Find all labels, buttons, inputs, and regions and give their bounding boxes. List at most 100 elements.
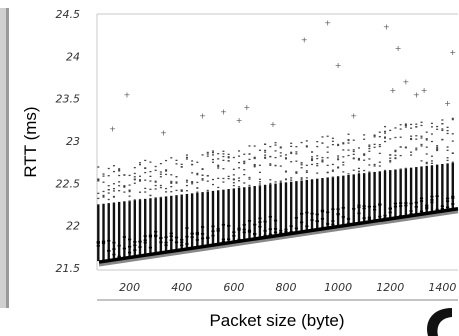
data-point-column [274, 183, 277, 237]
data-point [96, 245, 100, 247]
data-point [347, 133, 350, 135]
data-point [315, 220, 319, 222]
data-point [410, 123, 413, 126]
data-point-column [248, 186, 251, 240]
data-point-column [253, 186, 256, 240]
data-point [373, 165, 376, 167]
data-point [216, 228, 220, 230]
data-point [425, 153, 428, 155]
outlier-point: + [236, 116, 243, 125]
data-point [415, 147, 418, 149]
data-point-column [170, 195, 173, 251]
data-point [451, 161, 454, 163]
data-point [436, 128, 439, 130]
data-point [384, 137, 387, 139]
data-point-column [399, 168, 402, 219]
data-point-column [368, 172, 371, 223]
data-point [258, 178, 261, 180]
data-point [425, 206, 429, 208]
data-point [430, 122, 433, 125]
data-point [404, 126, 407, 128]
data-point [237, 229, 241, 231]
data-point [165, 169, 168, 171]
data-point-column [138, 199, 142, 256]
data-point [445, 206, 450, 209]
data-point [222, 177, 225, 180]
data-point [425, 138, 428, 140]
outlier-point: + [160, 129, 167, 138]
data-point [149, 161, 152, 163]
data-point-column [201, 192, 204, 247]
data-point [227, 225, 231, 227]
data-point [372, 208, 377, 211]
data-point [149, 170, 152, 173]
data-point [206, 175, 209, 177]
data-point [180, 190, 183, 192]
data-point [122, 247, 126, 250]
data-point [430, 195, 434, 198]
data-point [253, 145, 256, 147]
data-point [107, 239, 111, 242]
data-point-column [378, 171, 382, 222]
data-point [101, 242, 106, 245]
data-point [389, 161, 392, 163]
data-point [384, 136, 387, 138]
data-point [368, 145, 371, 148]
data-point [440, 205, 444, 207]
data-point [446, 146, 449, 148]
data-point [248, 184, 251, 187]
data-point [316, 172, 319, 174]
data-point [393, 202, 398, 205]
data-point [133, 244, 137, 247]
data-point [321, 161, 324, 163]
data-point [347, 154, 350, 157]
data-point [347, 139, 350, 141]
data-point [263, 230, 267, 232]
data-point [222, 159, 225, 162]
data-point [263, 234, 267, 237]
left-frame-bar [0, 8, 6, 308]
data-point-column [336, 176, 340, 228]
data-point [191, 160, 194, 162]
data-point [295, 160, 298, 162]
data-point [378, 165, 381, 167]
outlier-point: + [324, 18, 331, 27]
data-point [112, 165, 115, 167]
data-point [300, 178, 303, 180]
data-point [206, 153, 209, 155]
data-point [430, 126, 433, 128]
data-point [274, 181, 277, 183]
data-point [248, 145, 251, 147]
x-tick-label: 200 [119, 281, 140, 294]
data-point [320, 210, 325, 213]
data-point [311, 163, 314, 166]
data-point [175, 181, 178, 183]
data-point [112, 248, 116, 250]
data-point [238, 155, 241, 157]
lower-bound-line-shadow [98, 210, 459, 267]
data-point [154, 184, 157, 187]
data-point [300, 167, 303, 169]
data-point [191, 181, 194, 183]
data-point [238, 150, 241, 152]
data-point [101, 241, 106, 243]
data-point [180, 238, 184, 241]
data-point-column [232, 188, 236, 242]
data-point [253, 233, 257, 236]
data-point-column [289, 181, 293, 234]
data-point [446, 126, 449, 129]
data-point [264, 143, 267, 145]
data-point [123, 191, 126, 193]
data-point [295, 151, 298, 153]
data-point [242, 231, 246, 234]
data-point [451, 152, 454, 154]
data-point [185, 184, 188, 187]
data-point [144, 191, 147, 193]
data-point [253, 223, 257, 226]
data-point [253, 166, 256, 168]
data-point [118, 174, 121, 177]
data-point [436, 145, 439, 147]
data-point [410, 135, 413, 137]
data-point [279, 146, 282, 148]
data-point [180, 166, 183, 168]
